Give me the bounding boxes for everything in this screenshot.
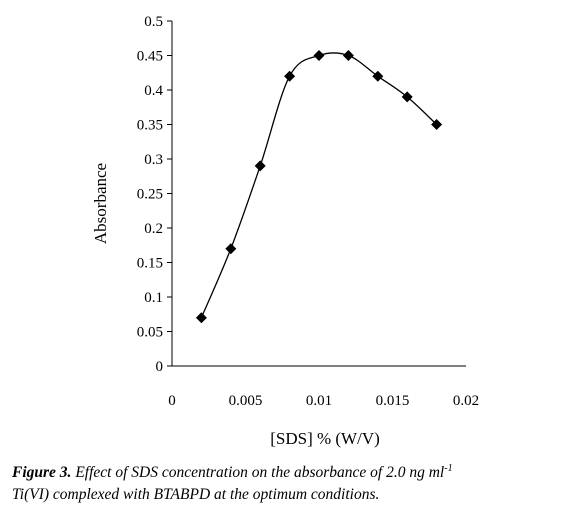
y-tick-label: 0.45 — [137, 49, 163, 65]
data-point-marker — [254, 160, 266, 172]
data-point-marker — [401, 91, 413, 103]
y-tick-label: 0.35 — [137, 118, 163, 134]
caption-superscript: -1 — [444, 462, 453, 474]
x-tick-label: 0.01 — [306, 393, 332, 409]
chart: 0 0.05 0.1 0.15 0.2 0.25 0.3 0.35 0.4 0.45 0.5 0 0.… — [91, 14, 479, 448]
data-point-marker — [195, 312, 207, 324]
data-point-marker — [431, 119, 443, 130]
y-tick-label: 0.5 — [144, 14, 163, 30]
y-tick-label: 0.3 — [144, 152, 163, 168]
y-tick-label: 0.25 — [137, 187, 163, 203]
x-axis-ticks: 0 0.005 0.01 0.015 0.02 — [168, 393, 479, 409]
data-point-marker — [372, 70, 384, 82]
data-point-marker — [313, 50, 325, 61]
y-tick-label: 0.2 — [144, 221, 163, 237]
x-axis-title: [SDS] % (W/V) — [270, 429, 380, 448]
figure-caption: Figure 3. Effect of SDS concentration on… — [12, 462, 564, 506]
figure-label: Figure 3. — [12, 464, 72, 481]
data-markers — [195, 50, 443, 324]
y-axis-title: Absorbance — [91, 163, 110, 244]
caption-text-line2: Ti(VI) complexed with BTABPD at the opti… — [12, 486, 380, 503]
y-tick-label: 0.4 — [144, 83, 163, 99]
x-tick-label: 0.02 — [453, 393, 479, 409]
y-tick-label: 0 — [156, 359, 164, 375]
data-point-marker — [284, 70, 296, 82]
plot-area — [171, 21, 466, 367]
y-tick-label: 0.1 — [144, 290, 163, 306]
y-tick-label: 0.05 — [137, 325, 163, 341]
caption-text: Effect of SDS concentration on the absor… — [71, 464, 445, 481]
data-point-marker — [225, 243, 237, 255]
x-tick-label: 0.005 — [229, 393, 263, 409]
y-axis-ticks: 0 0.05 0.1 0.15 0.2 0.25 0.3 0.35 0.4 0.45 0.5 — [137, 14, 172, 375]
x-tick-label: 0 — [168, 393, 176, 409]
y-tick-label: 0.15 — [137, 256, 163, 272]
data-point-marker — [342, 50, 354, 61]
series-line — [200, 52, 438, 318]
x-tick-label: 0.015 — [376, 393, 410, 409]
